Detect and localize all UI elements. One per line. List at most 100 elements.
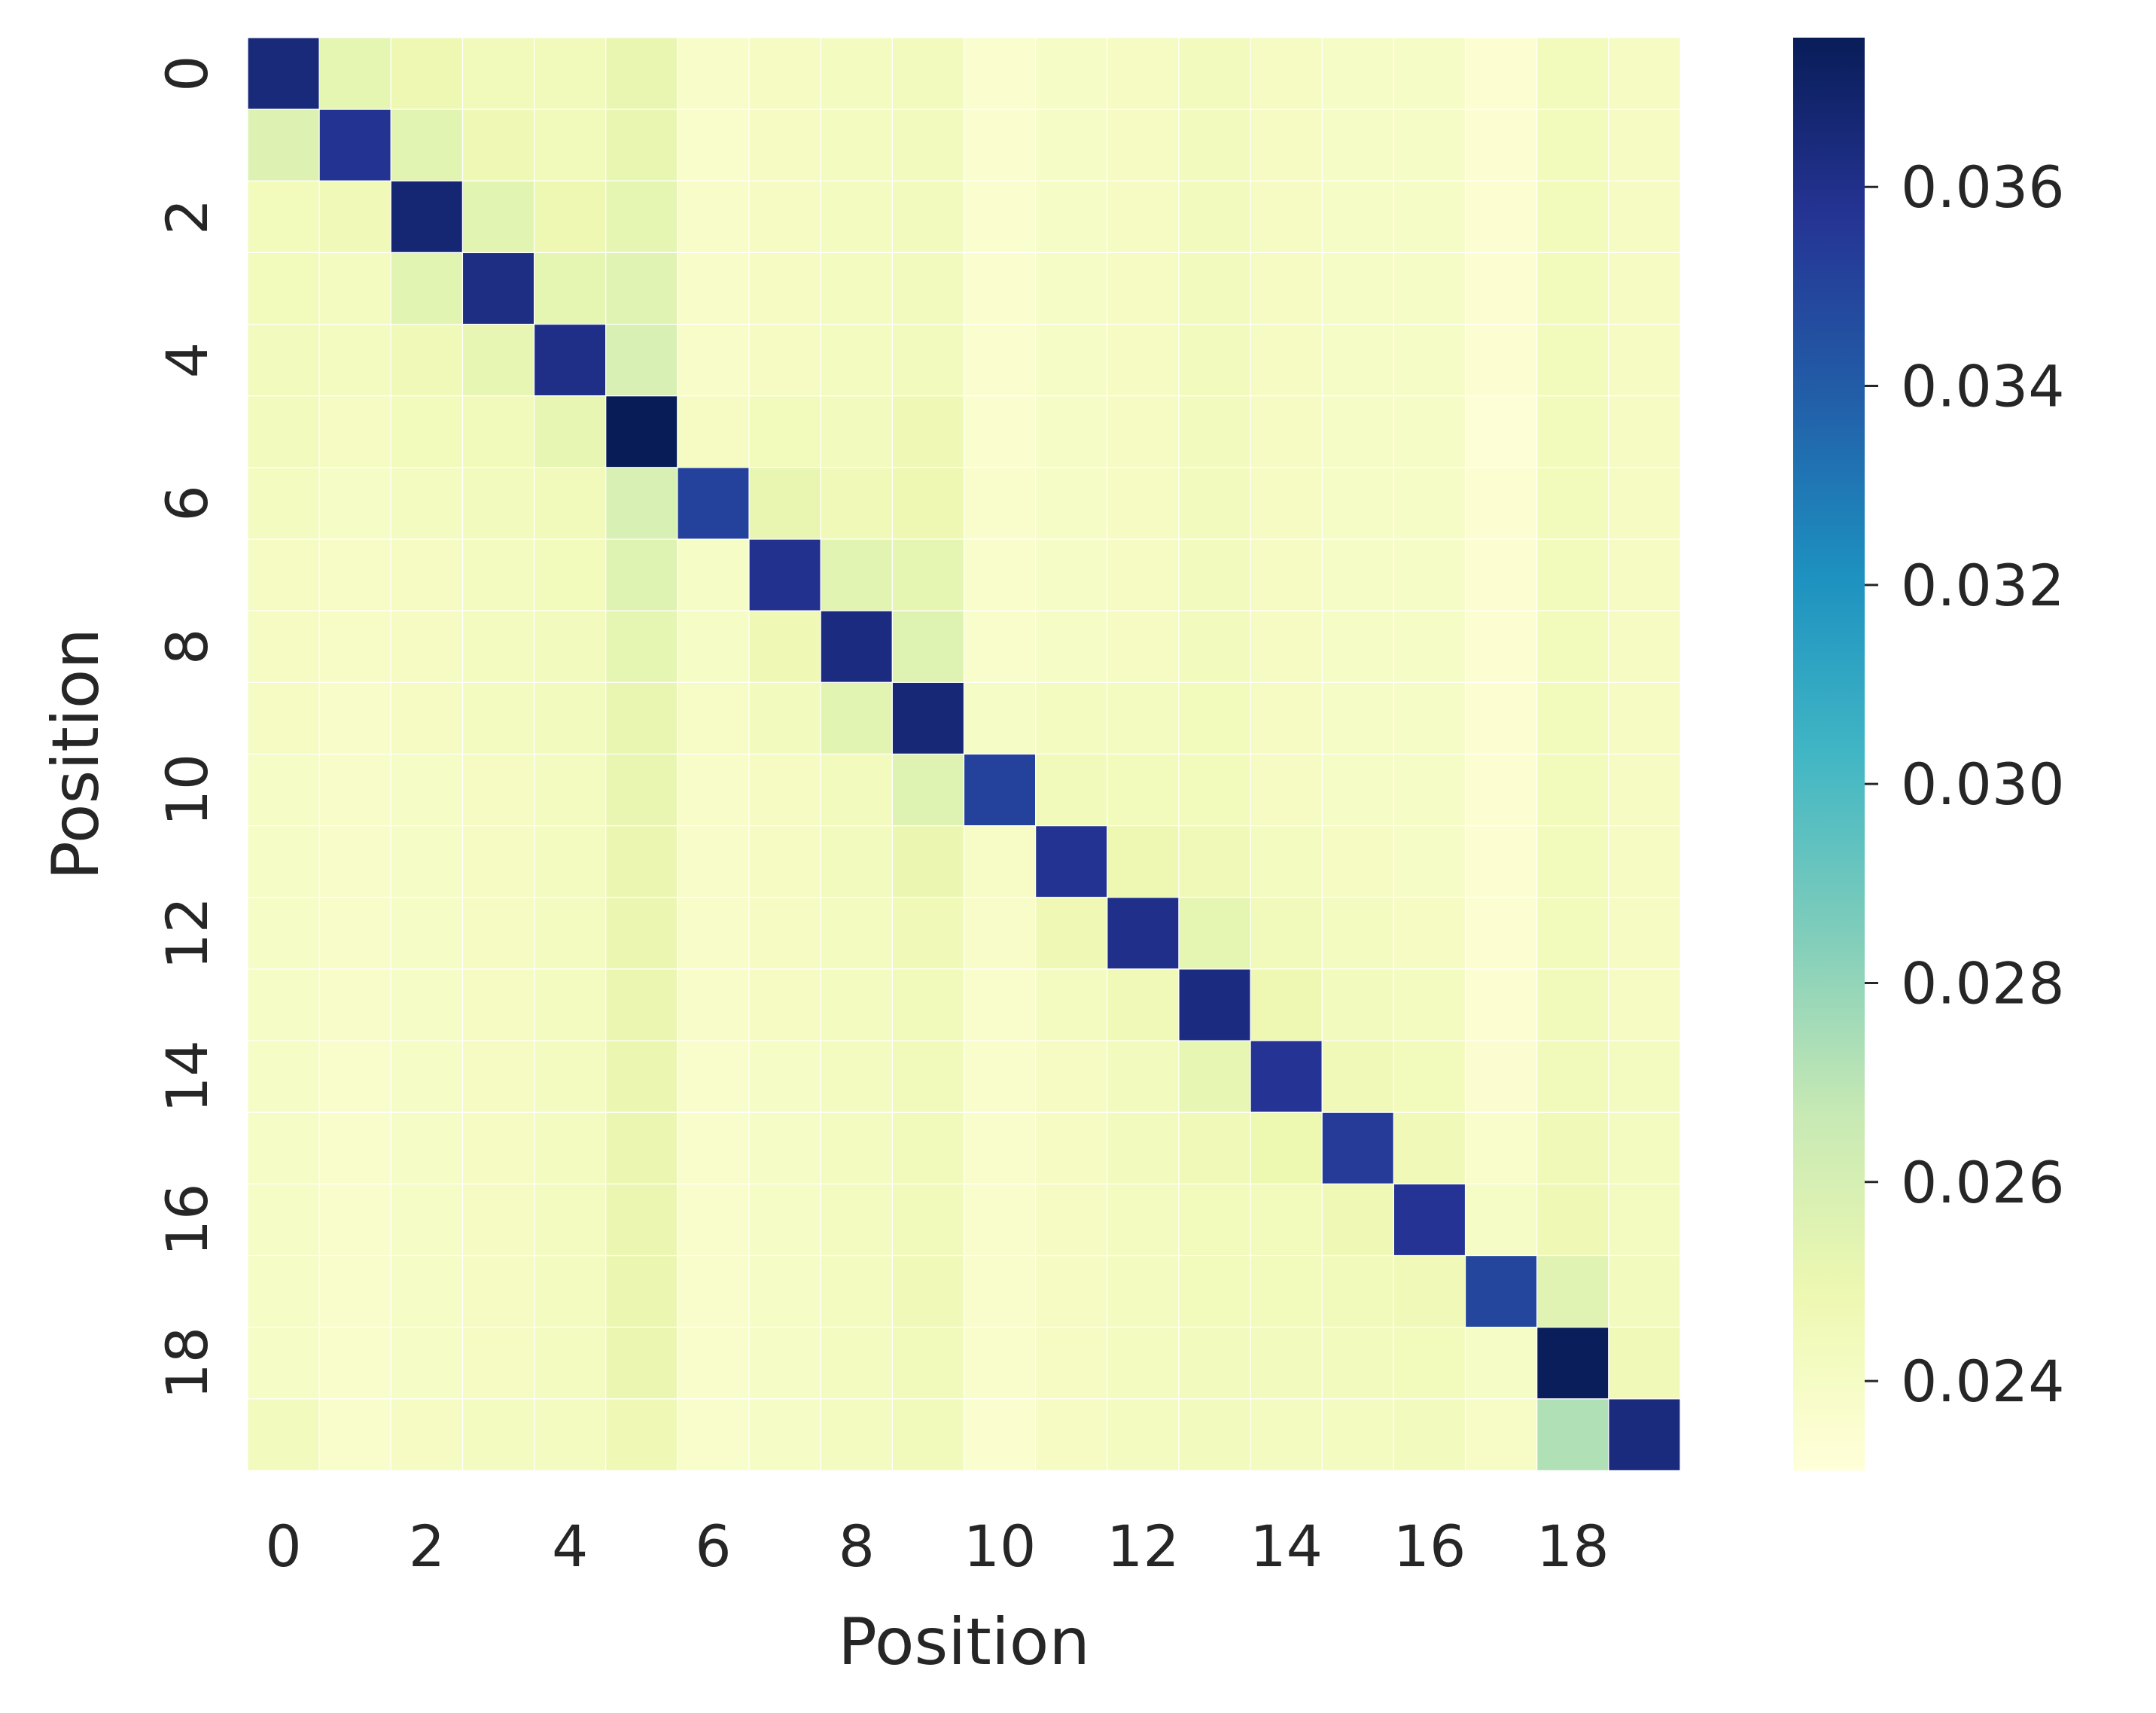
heatmap-cell xyxy=(390,1398,464,1471)
heatmap-cell xyxy=(820,251,893,325)
heatmap-cell xyxy=(605,1040,678,1113)
heatmap-cell xyxy=(247,538,320,611)
heatmap-cell xyxy=(461,610,535,683)
y-tick-label: 18 xyxy=(154,1327,221,1400)
heatmap-cell xyxy=(891,251,965,325)
heatmap-cell xyxy=(1536,1398,1609,1471)
heatmap-cell xyxy=(247,681,320,755)
heatmap-cell xyxy=(533,610,607,683)
heatmap-cell xyxy=(1608,968,1681,1041)
heatmap-cell xyxy=(247,753,320,827)
heatmap-cell xyxy=(1464,1111,1538,1185)
heatmap-cell xyxy=(1321,1183,1395,1257)
heatmap-cell xyxy=(1107,108,1180,181)
heatmap-cell xyxy=(1178,753,1251,827)
heatmap-cell xyxy=(1608,1398,1681,1471)
heatmap-cell xyxy=(461,1183,535,1257)
heatmap-cell xyxy=(1393,180,1466,254)
heatmap-cell xyxy=(461,324,535,397)
heatmap-cell xyxy=(748,538,821,611)
heatmap-cell xyxy=(1107,753,1180,827)
heatmap-cell xyxy=(963,825,1037,898)
heatmap-cell xyxy=(748,1111,821,1185)
heatmap-cell xyxy=(318,1327,391,1400)
heatmap-cell xyxy=(605,251,678,325)
heatmap-cell xyxy=(1178,37,1251,110)
heatmap-cell xyxy=(533,324,607,397)
heatmap-cell xyxy=(1107,324,1180,397)
heatmap-cell xyxy=(1250,1327,1323,1400)
colorbar xyxy=(1793,38,1865,1471)
heatmap-cell xyxy=(1464,180,1538,254)
heatmap-cell xyxy=(1536,180,1609,254)
heatmap-cell xyxy=(748,1040,821,1113)
heatmap-cell xyxy=(1035,753,1108,827)
heatmap-cell xyxy=(1178,467,1251,540)
heatmap-cell xyxy=(247,251,320,325)
heatmap-cell xyxy=(963,108,1037,181)
x-tick-label: 14 xyxy=(1250,1513,1323,1580)
heatmap-cell xyxy=(1178,324,1251,397)
heatmap-cell xyxy=(1536,825,1609,898)
heatmap-cell xyxy=(677,251,750,325)
heatmap-cell xyxy=(247,968,320,1041)
heatmap-cell xyxy=(891,825,965,898)
heatmap-cell xyxy=(605,681,678,755)
heatmap-cell xyxy=(1178,395,1251,468)
heatmap-cell xyxy=(533,968,607,1041)
heatmap-cell xyxy=(1464,108,1538,181)
heatmap-cell xyxy=(1178,538,1251,611)
heatmap-cell xyxy=(820,968,893,1041)
heatmap-cell xyxy=(605,897,678,970)
heatmap-cell xyxy=(1536,37,1609,110)
heatmap-cell xyxy=(1035,1327,1108,1400)
heatmap-cell xyxy=(247,1111,320,1185)
heatmap-cell xyxy=(1107,467,1180,540)
heatmap-cell xyxy=(748,1327,821,1400)
heatmap-cell xyxy=(1536,324,1609,397)
heatmap-cell xyxy=(1321,825,1395,898)
heatmap-cell xyxy=(1035,897,1108,970)
heatmap-cell xyxy=(1464,1254,1538,1328)
heatmap-cell xyxy=(963,37,1037,110)
heatmap-cell xyxy=(677,1040,750,1113)
y-tick-label: 10 xyxy=(154,754,221,827)
x-tick-label: 2 xyxy=(409,1513,445,1580)
heatmap-cell xyxy=(891,1398,965,1471)
heatmap-cell xyxy=(748,324,821,397)
y-axis-ticks: 0 2 4 6 8 10 12 14 16 18 xyxy=(154,55,221,1399)
heatmap-cell xyxy=(390,37,464,110)
heatmap-cell xyxy=(820,753,893,827)
heatmap-cell xyxy=(1035,1111,1108,1185)
heatmap-cell xyxy=(963,1040,1037,1113)
y-tick-label: 12 xyxy=(154,897,221,970)
heatmap-cell xyxy=(390,968,464,1041)
heatmap-cell xyxy=(677,395,750,468)
heatmap-cell xyxy=(820,1040,893,1113)
heatmap-cell xyxy=(963,610,1037,683)
y-tick-label: 8 xyxy=(154,629,221,665)
heatmap-cell xyxy=(1393,753,1466,827)
heatmap-cell xyxy=(533,395,607,468)
heatmap-cell xyxy=(963,1327,1037,1400)
heatmap-cell xyxy=(390,395,464,468)
heatmap-cell xyxy=(1321,968,1395,1041)
heatmap-cell xyxy=(1608,180,1681,254)
heatmap-cell xyxy=(1178,1183,1251,1257)
heatmap-cell xyxy=(247,1254,320,1328)
heatmap-cell xyxy=(677,1111,750,1185)
heatmap-cell xyxy=(1178,1327,1251,1400)
heatmap-cell xyxy=(390,681,464,755)
heatmap-cell xyxy=(1321,467,1395,540)
heatmap-cell xyxy=(1608,324,1681,397)
heatmap-cell xyxy=(963,395,1037,468)
heatmap-cell xyxy=(1464,37,1538,110)
heatmap-cell xyxy=(318,1183,391,1257)
x-axis-label: Position xyxy=(838,1605,1090,1680)
heatmap-cell xyxy=(247,897,320,970)
heatmap-cell xyxy=(891,395,965,468)
heatmap-cell xyxy=(461,1398,535,1471)
heatmap-cell xyxy=(318,753,391,827)
heatmap-cell xyxy=(605,753,678,827)
heatmap-cell xyxy=(1178,968,1251,1041)
